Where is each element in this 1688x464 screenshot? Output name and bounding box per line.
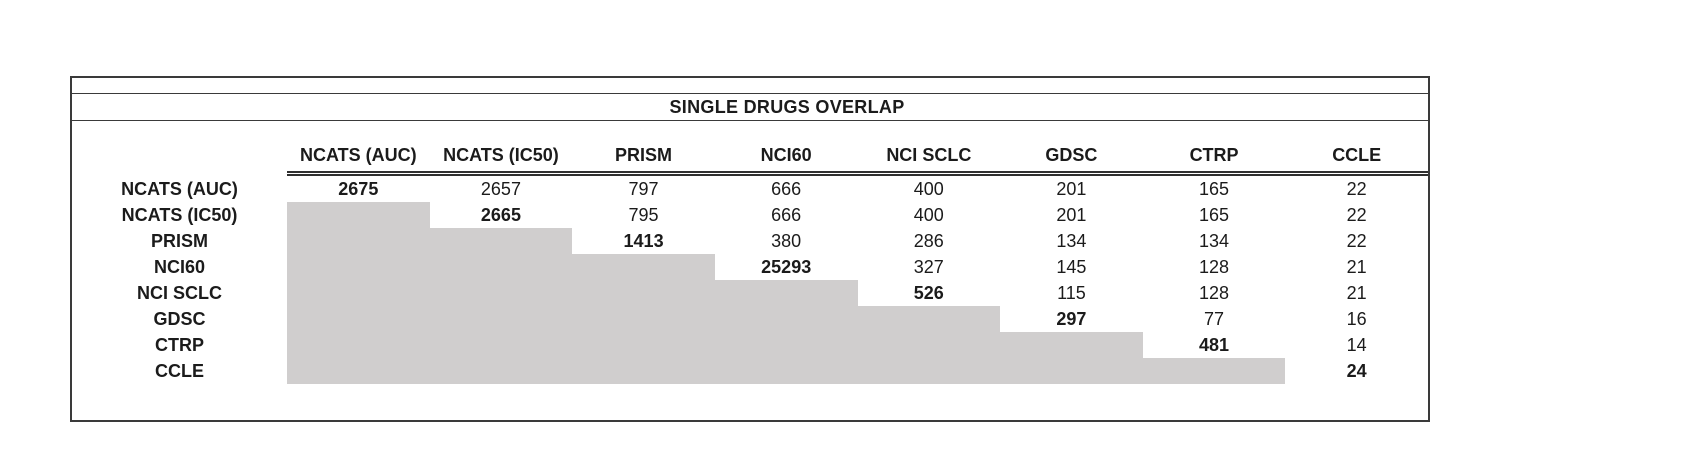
shaded-cell-ccle-ncats-auc bbox=[287, 358, 430, 384]
row-header-ctrp: CTRP bbox=[155, 335, 204, 355]
col-header-nci-sclc: NCI SCLC bbox=[857, 121, 1001, 176]
shaded-cell-ncats-ic50-ncats-auc bbox=[287, 202, 430, 228]
shaded-cell-nci-sclc-ncats-auc bbox=[287, 280, 430, 306]
cell-nci-sclc-ctrp: 128 bbox=[1199, 283, 1230, 303]
cell-ncats-ic50-nci-sclc: 400 bbox=[913, 205, 944, 225]
shaded-cell-gdsc-nci60 bbox=[714, 306, 858, 332]
shaded-cell-nci60-ncats-auc bbox=[287, 254, 430, 280]
shaded-cell-ccle-ncats-ic50 bbox=[429, 358, 573, 384]
matrix-corner-cell bbox=[72, 121, 287, 176]
cell-ctrp-ctrp: 481 bbox=[1199, 335, 1230, 355]
cell-ncats-ic50-nci60: 666 bbox=[771, 205, 802, 225]
cell-ctrp-ccle: 14 bbox=[1346, 335, 1367, 355]
cell-nci-sclc-ccle: 21 bbox=[1346, 283, 1367, 303]
row-header-nci-sclc: NCI SCLC bbox=[137, 283, 222, 303]
shaded-cell-ctrp-nci60 bbox=[714, 332, 858, 358]
shaded-cell-ctrp-nci-sclc bbox=[857, 332, 1001, 358]
cell-ncats-auc-ncats-ic50: 2657 bbox=[480, 179, 521, 199]
cell-ncats-ic50-gdsc: 201 bbox=[1056, 205, 1087, 225]
col-header-ctrp: CTRP bbox=[1142, 121, 1286, 176]
shaded-cell-ccle-gdsc bbox=[1000, 358, 1143, 384]
row-header-ncats-auc: NCATS (AUC) bbox=[121, 179, 238, 199]
shaded-cell-nci-sclc-nci60 bbox=[714, 280, 858, 306]
shaded-cell-ctrp-prism bbox=[572, 332, 715, 358]
single-drugs-overlap-table: SINGLE DRUGS OVERLAP NCATS (AUC) NCATS (I… bbox=[70, 76, 1430, 422]
col-header-ncats-ic50: NCATS (IC50) bbox=[429, 121, 573, 176]
cell-nci-sclc-gdsc: 115 bbox=[1057, 283, 1086, 303]
cell-prism-nci60: 380 bbox=[771, 231, 802, 251]
col-header-prism: PRISM bbox=[572, 121, 715, 176]
row-header-ccle: CCLE bbox=[155, 361, 204, 381]
row-header-gdsc: GDSC bbox=[153, 309, 206, 329]
cell-ncats-auc-ccle: 22 bbox=[1346, 179, 1367, 199]
cell-ncats-ic50-prism: 795 bbox=[628, 205, 659, 225]
shaded-cell-ccle-ctrp bbox=[1142, 358, 1286, 384]
col-header-gdsc: GDSC bbox=[1000, 121, 1143, 176]
cell-ncats-auc-ctrp: 165 bbox=[1199, 179, 1230, 199]
cell-ncats-ic50-ctrp: 165 bbox=[1199, 205, 1230, 225]
col-header-nci60: NCI60 bbox=[714, 121, 858, 176]
table-title: SINGLE DRUGS OVERLAP bbox=[669, 96, 905, 117]
shaded-cell-ctrp-ncats-auc bbox=[287, 332, 430, 358]
shaded-cell-gdsc-prism bbox=[572, 306, 715, 332]
shaded-cell-nci-sclc-ncats-ic50 bbox=[429, 280, 573, 306]
row-header-ncats-ic50: NCATS (IC50) bbox=[121, 205, 238, 225]
shaded-cell-prism-ncats-auc bbox=[287, 228, 430, 254]
shaded-cell-gdsc-nci-sclc bbox=[857, 306, 1001, 332]
cell-nci60-ccle: 21 bbox=[1346, 257, 1367, 277]
cell-prism-nci-sclc: 286 bbox=[913, 231, 944, 251]
shaded-cell-prism-ncats-ic50 bbox=[429, 228, 573, 254]
cell-nci60-nci-sclc: 327 bbox=[913, 257, 944, 277]
shaded-cell-nci-sclc-prism bbox=[572, 280, 715, 306]
shaded-cell-ccle-nci-sclc bbox=[857, 358, 1001, 384]
cell-ncats-auc-nci60: 666 bbox=[771, 179, 802, 199]
row-header-nci60: NCI60 bbox=[153, 257, 206, 277]
shaded-cell-gdsc-ncats-auc bbox=[287, 306, 430, 332]
cell-ncats-auc-nci-sclc: 400 bbox=[913, 179, 944, 199]
cell-prism-ctrp: 134 bbox=[1199, 231, 1230, 251]
shaded-cell-ctrp-gdsc bbox=[1000, 332, 1143, 358]
row-header-prism: PRISM bbox=[150, 231, 208, 251]
cell-prism-gdsc: 134 bbox=[1056, 231, 1087, 251]
shaded-cell-nci60-prism bbox=[572, 254, 715, 280]
top-spacer-band bbox=[72, 78, 1428, 94]
cell-prism-ccle: 22 bbox=[1346, 231, 1367, 251]
shaded-cell-nci60-ncats-ic50 bbox=[429, 254, 573, 280]
col-header-ncats-auc: NCATS (AUC) bbox=[287, 121, 430, 176]
cell-ccle-ccle: 24 bbox=[1346, 361, 1367, 381]
shaded-cell-ccle-nci60 bbox=[714, 358, 858, 384]
cell-ncats-auc-prism: 797 bbox=[628, 179, 659, 199]
cell-nci60-nci60: 25293 bbox=[761, 257, 812, 277]
cell-nci60-ctrp: 128 bbox=[1199, 257, 1230, 277]
cell-ncats-auc-ncats-auc: 2675 bbox=[338, 179, 379, 199]
shaded-cell-gdsc-ncats-ic50 bbox=[429, 306, 573, 332]
cell-gdsc-ctrp: 77 bbox=[1204, 309, 1225, 329]
cell-nci-sclc-nci-sclc: 526 bbox=[913, 283, 944, 303]
shaded-cell-ctrp-ncats-ic50 bbox=[429, 332, 573, 358]
cell-gdsc-ccle: 16 bbox=[1346, 309, 1367, 329]
shaded-cell-ccle-prism bbox=[572, 358, 715, 384]
overlap-matrix: NCATS (AUC) NCATS (IC50) PRISM NCI60 NCI SCL… bbox=[72, 121, 1428, 420]
col-header-ccle: CCLE bbox=[1285, 121, 1428, 176]
cell-ncats-ic50-ccle: 22 bbox=[1346, 205, 1367, 225]
cell-prism-prism: 1413 bbox=[623, 231, 664, 251]
cell-gdsc-gdsc: 297 bbox=[1056, 309, 1087, 329]
cell-nci60-gdsc: 145 bbox=[1056, 257, 1087, 277]
cell-ncats-auc-gdsc: 201 bbox=[1056, 179, 1087, 199]
cell-ncats-ic50-ncats-ic50: 2665 bbox=[480, 205, 521, 225]
title-band: SINGLE DRUGS OVERLAP bbox=[72, 94, 1428, 121]
